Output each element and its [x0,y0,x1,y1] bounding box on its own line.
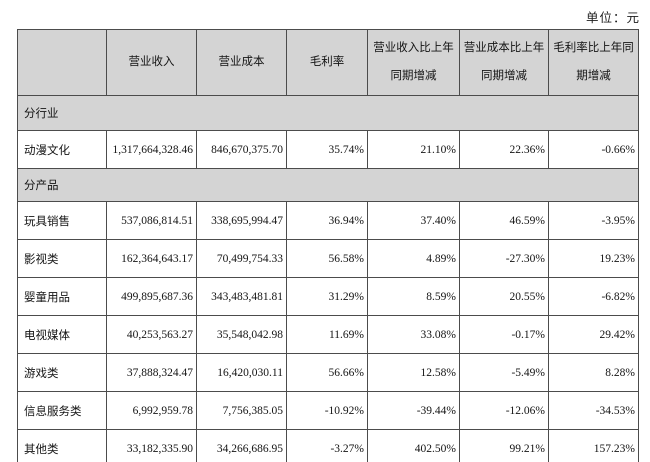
cell-cost: 16,420,030.11 [196,353,287,392]
table-row: 电视媒体 40,253,563.27 35,548,042.98 11.69% … [17,315,639,354]
row-label: 游戏类 [17,353,107,392]
section-row-by-product: 分产品 [17,168,639,202]
section-row-by-industry: 分行业 [17,95,639,131]
cell-cost: 70,499,754.33 [196,239,287,278]
cell-revenue: 40,253,563.27 [106,315,197,354]
cell-gross-margin: 11.69% [286,315,368,354]
cell-cost-yoy: 99.21% [459,429,549,462]
table-row: 婴童用品 499,895,687.36 343,483,481.81 31.29… [17,277,639,316]
row-label: 影视类 [17,239,107,278]
col-header-gross-margin: 毛利率 [286,29,368,96]
cell-margin-yoy: -6.82% [548,277,639,316]
col-header-cost-yoy: 营业成本比上年 同期增减 [459,29,549,96]
cell-margin-yoy: 19.23% [548,239,639,278]
row-label: 电视媒体 [17,315,107,354]
table-row: 影视类 162,364,643.17 70,499,754.33 56.58% … [17,239,639,278]
cell-cost: 35,548,042.98 [196,315,287,354]
cell-revenue-yoy: 402.50% [367,429,460,462]
cell-cost: 846,670,375.70 [196,130,287,169]
cell-cost-yoy: 20.55% [459,277,549,316]
section-label: 分产品 [17,168,639,202]
cell-revenue: 37,888,324.47 [106,353,197,392]
cell-revenue-yoy: 33.08% [367,315,460,354]
cell-cost: 343,483,481.81 [196,277,287,316]
col-header-revenue-yoy: 营业收入比上年 同期增减 [367,29,460,96]
cell-revenue-yoy: 8.59% [367,277,460,316]
financial-table: 营业收入 营业成本 毛利率 营业收入比上年 同期增减 营业成本比上年 同期增减 … [17,29,639,462]
cell-cost: 7,756,385.05 [196,391,287,430]
cell-revenue: 6,992,959.78 [106,391,197,430]
col-header-empty [17,29,107,96]
cell-margin-yoy: 8.28% [548,353,639,392]
cell-revenue: 1,317,664,328.46 [106,130,197,169]
cell-cost-yoy: 46.59% [459,201,549,240]
cell-gross-margin: 56.66% [286,353,368,392]
col-header-margin-yoy: 毛利率比上年同 期增减 [548,29,639,96]
section-label: 分行业 [17,95,639,131]
cell-gross-margin: 36.94% [286,201,368,240]
cell-margin-yoy: -3.95% [548,201,639,240]
table-row: 游戏类 37,888,324.47 16,420,030.11 56.66% 1… [17,353,639,392]
cell-cost-yoy: -27.30% [459,239,549,278]
cell-gross-margin: 35.74% [286,130,368,169]
row-label: 信息服务类 [17,391,107,430]
table-row: 动漫文化 1,317,664,328.46 846,670,375.70 35.… [17,130,639,169]
cell-margin-yoy: 157.23% [548,429,639,462]
cell-cost-yoy: -12.06% [459,391,549,430]
table-row: 信息服务类 6,992,959.78 7,756,385.05 -10.92% … [17,391,639,430]
cell-revenue: 33,182,335.90 [106,429,197,462]
cell-revenue: 499,895,687.36 [106,277,197,316]
row-label: 婴童用品 [17,277,107,316]
cell-revenue: 537,086,814.51 [106,201,197,240]
unit-label: 单位：元 [585,11,640,25]
cell-revenue-yoy: -39.44% [367,391,460,430]
cell-gross-margin: -3.27% [286,429,368,462]
cell-revenue: 162,364,643.17 [106,239,197,278]
row-label: 玩具销售 [17,201,107,240]
cell-gross-margin: 31.29% [286,277,368,316]
cell-cost-yoy: -0.17% [459,315,549,354]
table-header-row: 营业收入 营业成本 毛利率 营业收入比上年 同期增减 营业成本比上年 同期增减 … [17,29,639,96]
cell-gross-margin: -10.92% [286,391,368,430]
cell-revenue-yoy: 37.40% [367,201,460,240]
cell-cost: 338,695,994.47 [196,201,287,240]
cell-cost-yoy: 22.36% [459,130,549,169]
table-row: 玩具销售 537,086,814.51 338,695,994.47 36.94… [17,201,639,240]
cell-gross-margin: 56.58% [286,239,368,278]
table-row: 其他类 33,182,335.90 34,266,686.95 -3.27% 4… [17,429,639,462]
cell-revenue-yoy: 12.58% [367,353,460,392]
cell-cost: 34,266,686.95 [196,429,287,462]
row-label: 其他类 [17,429,107,462]
cell-margin-yoy: -34.53% [548,391,639,430]
cell-margin-yoy: 29.42% [548,315,639,354]
col-header-revenue: 营业收入 [106,29,197,96]
cell-revenue-yoy: 4.89% [367,239,460,278]
col-header-cost: 营业成本 [196,29,287,96]
cell-margin-yoy: -0.66% [548,130,639,169]
row-label: 动漫文化 [17,130,107,169]
cell-revenue-yoy: 21.10% [367,130,460,169]
cell-cost-yoy: -5.49% [459,353,549,392]
